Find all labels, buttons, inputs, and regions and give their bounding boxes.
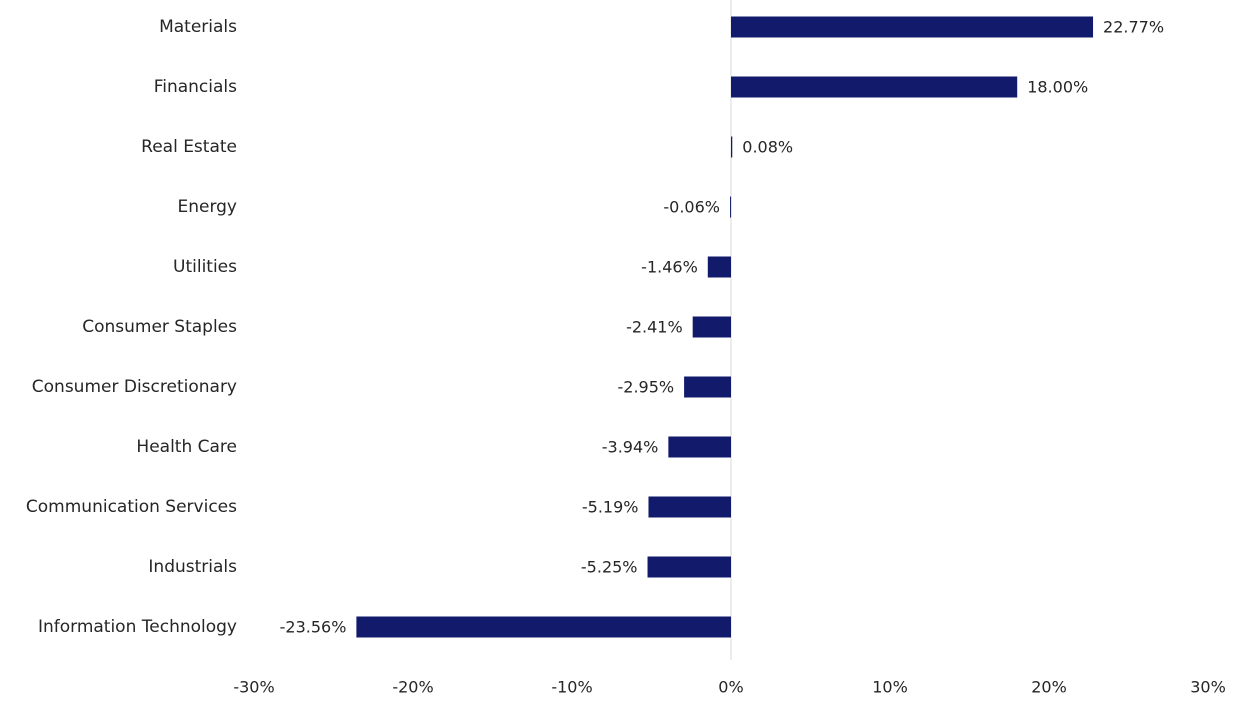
x-tick-label-20: 20% bbox=[1031, 678, 1067, 697]
bar-communication-services bbox=[648, 496, 731, 518]
value-label-information-technology: -23.56% bbox=[280, 618, 347, 637]
category-label-real-estate: Real Estate bbox=[141, 137, 237, 157]
category-label-consumer-discretionary: Consumer Discretionary bbox=[32, 377, 237, 397]
value-label-consumer-discretionary: -2.95% bbox=[617, 378, 674, 397]
x-tick-label-30: -30% bbox=[233, 678, 274, 697]
bar-consumer-discretionary bbox=[684, 376, 731, 398]
bar-health-care bbox=[668, 436, 731, 458]
bar-utilities bbox=[707, 256, 731, 278]
value-label-real-estate: 0.08% bbox=[742, 138, 793, 157]
value-label-industrials: -5.25% bbox=[581, 558, 638, 577]
category-label-information-technology: Information Technology bbox=[38, 617, 237, 637]
value-label-communication-services: -5.19% bbox=[582, 498, 639, 517]
category-label-health-care: Health Care bbox=[136, 437, 237, 457]
bar-information-technology bbox=[356, 616, 731, 638]
value-label-utilities: -1.46% bbox=[641, 258, 698, 277]
x-tick-label-10: -10% bbox=[551, 678, 592, 697]
category-label-energy: Energy bbox=[177, 197, 237, 217]
category-label-financials: Financials bbox=[154, 77, 237, 97]
bars-layer bbox=[356, 16, 1094, 638]
category-label-industrials: Industrials bbox=[148, 557, 237, 577]
x-tick-label-20: -20% bbox=[392, 678, 433, 697]
x-axis-tick-labels: -30% -20% -10% 0% 10% 20% 30% bbox=[233, 678, 1225, 697]
value-label-financials: 18.00% bbox=[1027, 78, 1088, 97]
category-label-utilities: Utilities bbox=[173, 257, 237, 277]
bar-real-estate bbox=[731, 136, 733, 158]
category-labels: Materials Financials Real Estate Energy Util… bbox=[26, 17, 237, 637]
value-label-consumer-staples: -2.41% bbox=[626, 318, 683, 337]
bar-energy bbox=[730, 196, 732, 218]
bar-industrials bbox=[647, 556, 731, 578]
value-label-health-care: -3.94% bbox=[602, 438, 659, 457]
value-labels: 22.77% 18.00% 0.08% -0.06% -1.46% -2.41% -2.95… bbox=[280, 18, 1164, 637]
category-label-consumer-staples: Consumer Staples bbox=[82, 317, 237, 337]
x-tick-label-30: 30% bbox=[1190, 678, 1226, 697]
x-tick-label-0: 0% bbox=[718, 678, 743, 697]
category-label-communication-services: Communication Services bbox=[26, 497, 237, 517]
category-label-materials: Materials bbox=[159, 17, 237, 37]
bar-materials bbox=[731, 16, 1094, 38]
value-label-materials: 22.77% bbox=[1103, 18, 1164, 37]
bar-financials bbox=[731, 76, 1018, 98]
x-tick-label-10: 10% bbox=[872, 678, 908, 697]
bar-consumer-staples bbox=[692, 316, 731, 338]
value-label-energy: -0.06% bbox=[663, 198, 720, 217]
